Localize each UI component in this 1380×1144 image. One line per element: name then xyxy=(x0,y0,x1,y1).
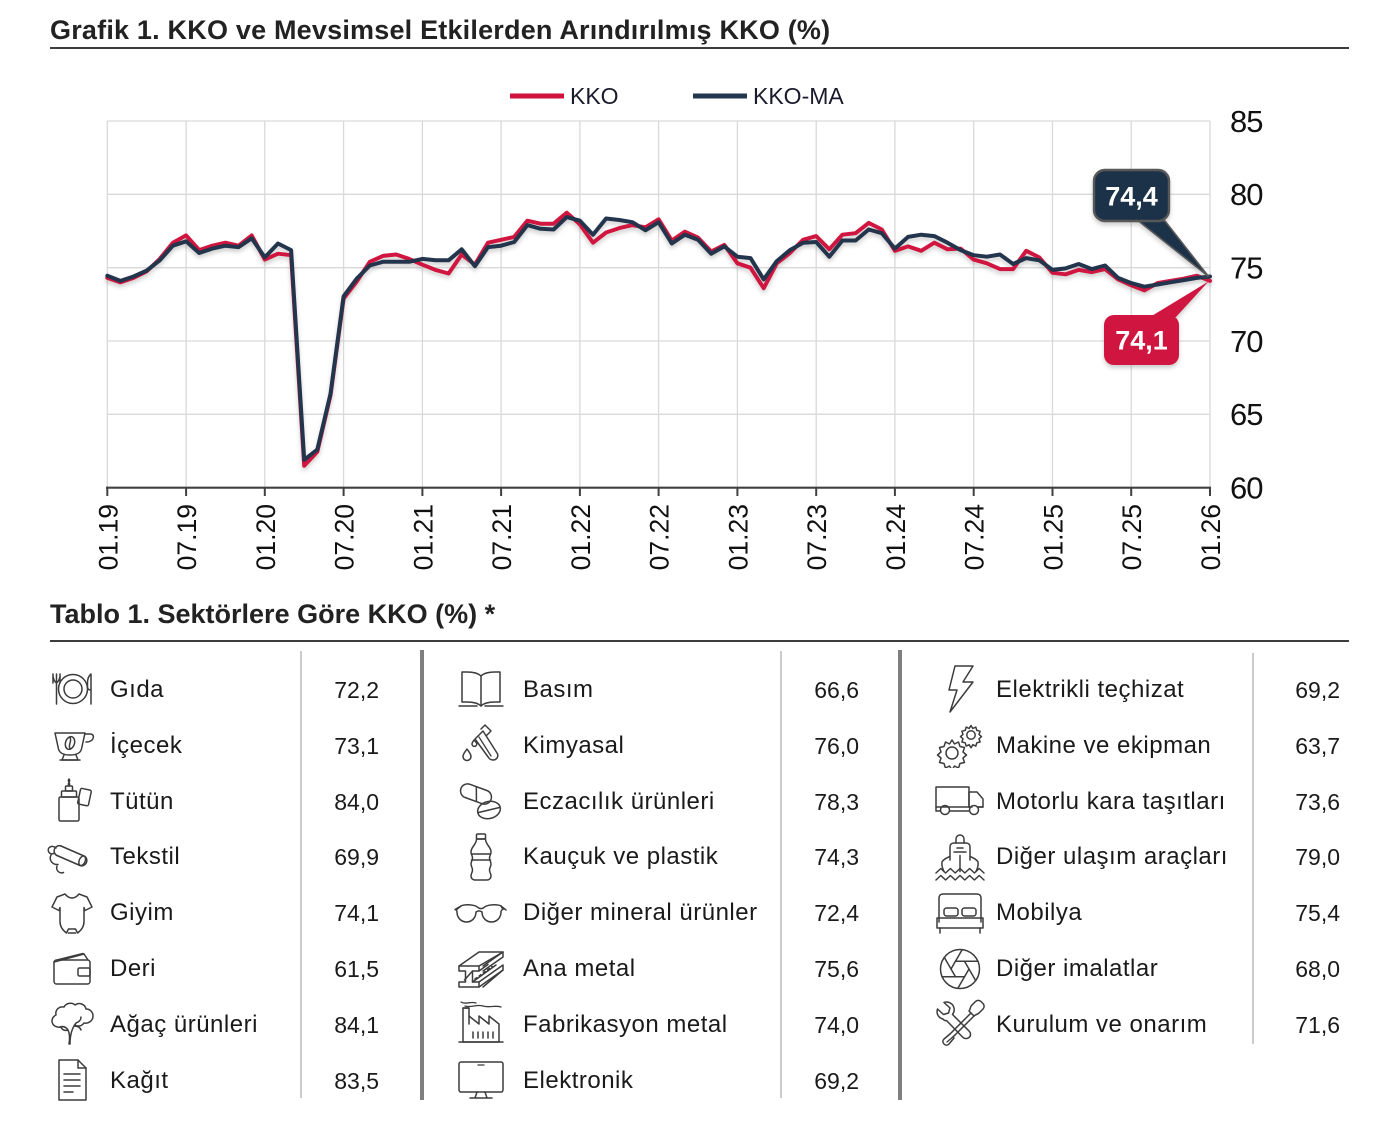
svg-text:07.21: 07.21 xyxy=(487,504,517,570)
svg-text:80: 80 xyxy=(1230,177,1263,212)
svg-text:KKO: KKO xyxy=(570,83,619,109)
svg-text:75: 75 xyxy=(1230,251,1262,286)
svg-text:01.22: 01.22 xyxy=(566,504,596,570)
svg-text:07.22: 07.22 xyxy=(645,504,675,570)
svg-text:KKO-MA: KKO-MA xyxy=(753,83,844,109)
svg-text:07.20: 07.20 xyxy=(330,504,360,570)
svg-text:01.23: 01.23 xyxy=(723,504,753,570)
svg-text:07.19: 07.19 xyxy=(172,504,202,570)
svg-text:60: 60 xyxy=(1230,471,1263,506)
svg-text:74,4: 74,4 xyxy=(1105,182,1158,212)
svg-text:01.24: 01.24 xyxy=(881,504,911,570)
svg-text:70: 70 xyxy=(1230,324,1263,359)
svg-text:07.23: 07.23 xyxy=(802,504,832,570)
svg-text:01.21: 01.21 xyxy=(408,504,438,570)
svg-text:01.25: 01.25 xyxy=(1039,504,1069,570)
svg-text:74,1: 74,1 xyxy=(1115,326,1168,356)
svg-text:01.20: 01.20 xyxy=(251,504,281,570)
svg-text:07.24: 07.24 xyxy=(960,504,990,570)
svg-text:85: 85 xyxy=(1230,104,1262,139)
svg-text:07.25: 07.25 xyxy=(1117,504,1147,570)
svg-text:01.19: 01.19 xyxy=(93,504,123,570)
svg-text:65: 65 xyxy=(1230,397,1262,432)
svg-text:01.26: 01.26 xyxy=(1196,504,1226,570)
